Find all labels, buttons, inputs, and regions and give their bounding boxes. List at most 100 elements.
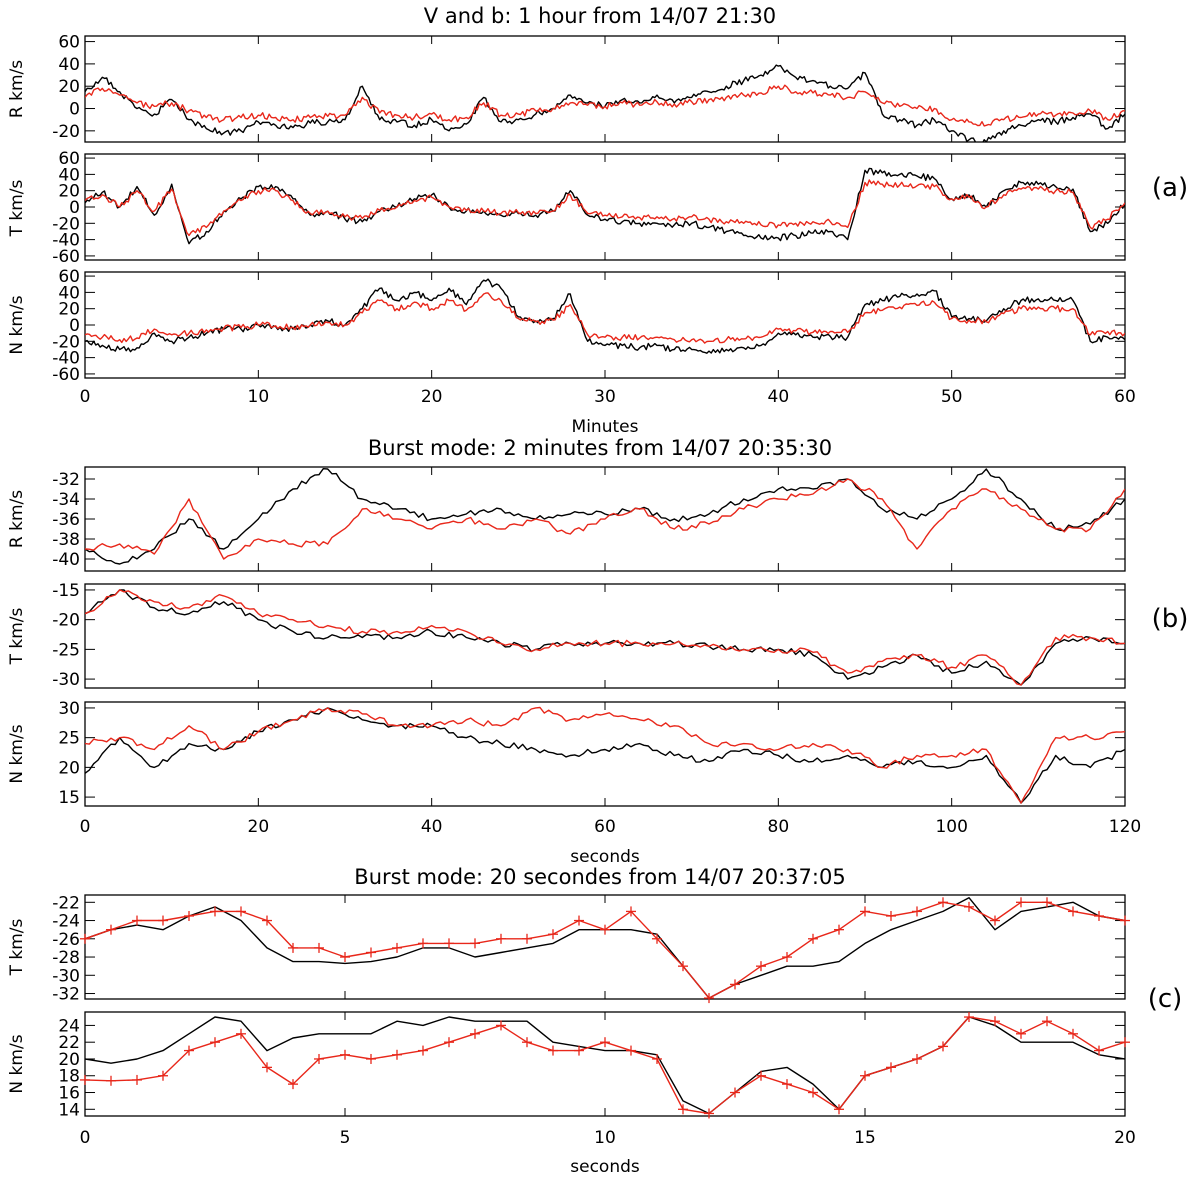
y-tick-label: 20: [58, 300, 80, 320]
y-tick-label: 0: [69, 316, 80, 336]
data-point-marker: [756, 961, 766, 972]
subplot-b-n-frame: [84, 701, 1126, 807]
data-point-marker: [652, 1053, 662, 1064]
data-point-marker: [964, 901, 974, 912]
data-point-marker: [782, 952, 792, 963]
series-line-red: [85, 589, 1125, 686]
subplot-a-r-ylabel: R km/s: [7, 60, 27, 118]
y-tick-label: 24: [58, 1016, 80, 1036]
data-point-marker: [990, 1016, 1000, 1027]
y-tick-label: 14: [58, 1100, 80, 1120]
y-tick-label: 20: [58, 77, 80, 97]
data-point-marker: [1042, 897, 1052, 908]
subplot-c-n-ylabel: N km/s: [7, 1034, 27, 1093]
subplot-b-r-marks: -40-38-36-34-32: [52, 467, 1126, 571]
data-point-marker: [184, 1045, 194, 1056]
subplot-b-n-ylabel: N km/s: [7, 724, 27, 783]
data-point-marker: [756, 1070, 766, 1081]
x-tick-label: 60: [594, 817, 616, 837]
data-point-marker: [626, 1045, 636, 1056]
data-point-marker: [340, 952, 350, 963]
data-point-marker: [496, 933, 506, 944]
x-tick-label: 60: [1114, 387, 1136, 407]
y-tick-label: -25: [52, 640, 80, 660]
y-tick-label: -30: [52, 670, 80, 690]
data-point-marker: [782, 1079, 792, 1090]
y-tick-label: -24: [52, 912, 80, 932]
data-point-marker: [418, 1045, 428, 1056]
x-tick-label: 10: [248, 387, 270, 407]
panel-a: V and b: 1 hour from 14/07 21:30 (a) Min…: [7, 4, 1188, 437]
data-point-marker: [548, 1045, 558, 1056]
subplot-c-t: T km/s -32-30-28-26-24-22: [7, 893, 1130, 1005]
y-tick-label: 16: [58, 1084, 80, 1104]
series-line-black: [85, 278, 1125, 354]
data-point-marker: [912, 1053, 922, 1064]
y-tick-label: -60: [52, 247, 80, 267]
data-point-marker: [158, 1070, 168, 1081]
series-line-black: [85, 468, 1125, 565]
data-point-marker: [392, 1049, 402, 1060]
subplot-c-t-marks: -32-30-28-26-24-22: [52, 893, 1130, 1005]
data-point-marker: [106, 1075, 116, 1086]
data-point-marker: [808, 1087, 818, 1098]
data-point-marker: [808, 933, 818, 944]
subplot-c-t-ylabel: T km/s: [7, 918, 27, 976]
x-tick-label: 40: [421, 817, 443, 837]
panel-a-tag: (a): [1152, 173, 1188, 203]
panel-a-xlabel: Minutes: [572, 417, 639, 437]
x-tick-label: 0: [80, 387, 91, 407]
y-tick-label: -30: [52, 966, 80, 986]
data-point-marker: [366, 1053, 376, 1064]
subplot-a-n-ylabel: N km/s: [7, 295, 27, 354]
subplot-b-r: R km/s -40-38-36-34-32: [7, 466, 1126, 572]
x-tick-label: 80: [768, 817, 790, 837]
y-tick-label: -60: [52, 365, 80, 385]
data-point-marker: [1016, 1028, 1026, 1039]
x-tick-label: 120: [1109, 817, 1141, 837]
series-line-red: [85, 179, 1125, 237]
y-tick-label: -40: [52, 550, 80, 570]
data-point-marker: [1120, 915, 1130, 926]
data-point-marker: [522, 933, 532, 944]
x-tick-label: 0: [80, 817, 91, 837]
y-tick-label: -40: [52, 231, 80, 251]
data-point-marker: [1068, 1028, 1078, 1039]
data-point-marker: [704, 1108, 714, 1119]
y-tick-label: 20: [58, 1050, 80, 1070]
data-point-marker: [626, 906, 636, 917]
y-tick-label: 0: [69, 198, 80, 218]
panel-c-title: Burst mode: 20 secondes from 14/07 20:37…: [354, 865, 845, 889]
subplot-a-t-ylabel: T km/s: [7, 179, 27, 237]
subplot-a-t-frame: [84, 153, 1126, 261]
y-tick-label: -20: [52, 332, 80, 352]
data-point-marker: [730, 1087, 740, 1098]
panel-a-title: V and b: 1 hour from 14/07 21:30: [424, 4, 776, 28]
data-point-marker: [522, 1037, 532, 1048]
data-point-marker: [678, 961, 688, 972]
data-point-marker: [80, 933, 90, 944]
data-point-marker: [600, 1037, 610, 1048]
subplot-b-t: T km/s -30 -25 -20 -15: [7, 581, 1126, 690]
data-point-marker: [314, 1053, 324, 1064]
data-point-marker: [340, 1049, 350, 1060]
y-tick-label: 18: [58, 1067, 80, 1087]
data-point-marker: [1042, 1016, 1052, 1027]
x-tick-label: 100: [935, 817, 967, 837]
data-point-marker: [1068, 906, 1078, 917]
data-point-marker: [288, 942, 298, 953]
data-point-marker: [1094, 1045, 1104, 1056]
x-tick-label: 20: [248, 817, 270, 837]
data-point-marker: [704, 993, 714, 1004]
y-tick-label: -20: [52, 122, 80, 142]
subplot-a-n-frame: [84, 271, 1126, 379]
x-tick-label: 0: [80, 1128, 91, 1148]
y-tick-label: 60: [58, 267, 80, 287]
data-point-marker: [418, 938, 428, 949]
data-point-marker: [938, 1041, 948, 1052]
data-point-marker: [1016, 897, 1026, 908]
x-tick-label: 20: [421, 387, 443, 407]
